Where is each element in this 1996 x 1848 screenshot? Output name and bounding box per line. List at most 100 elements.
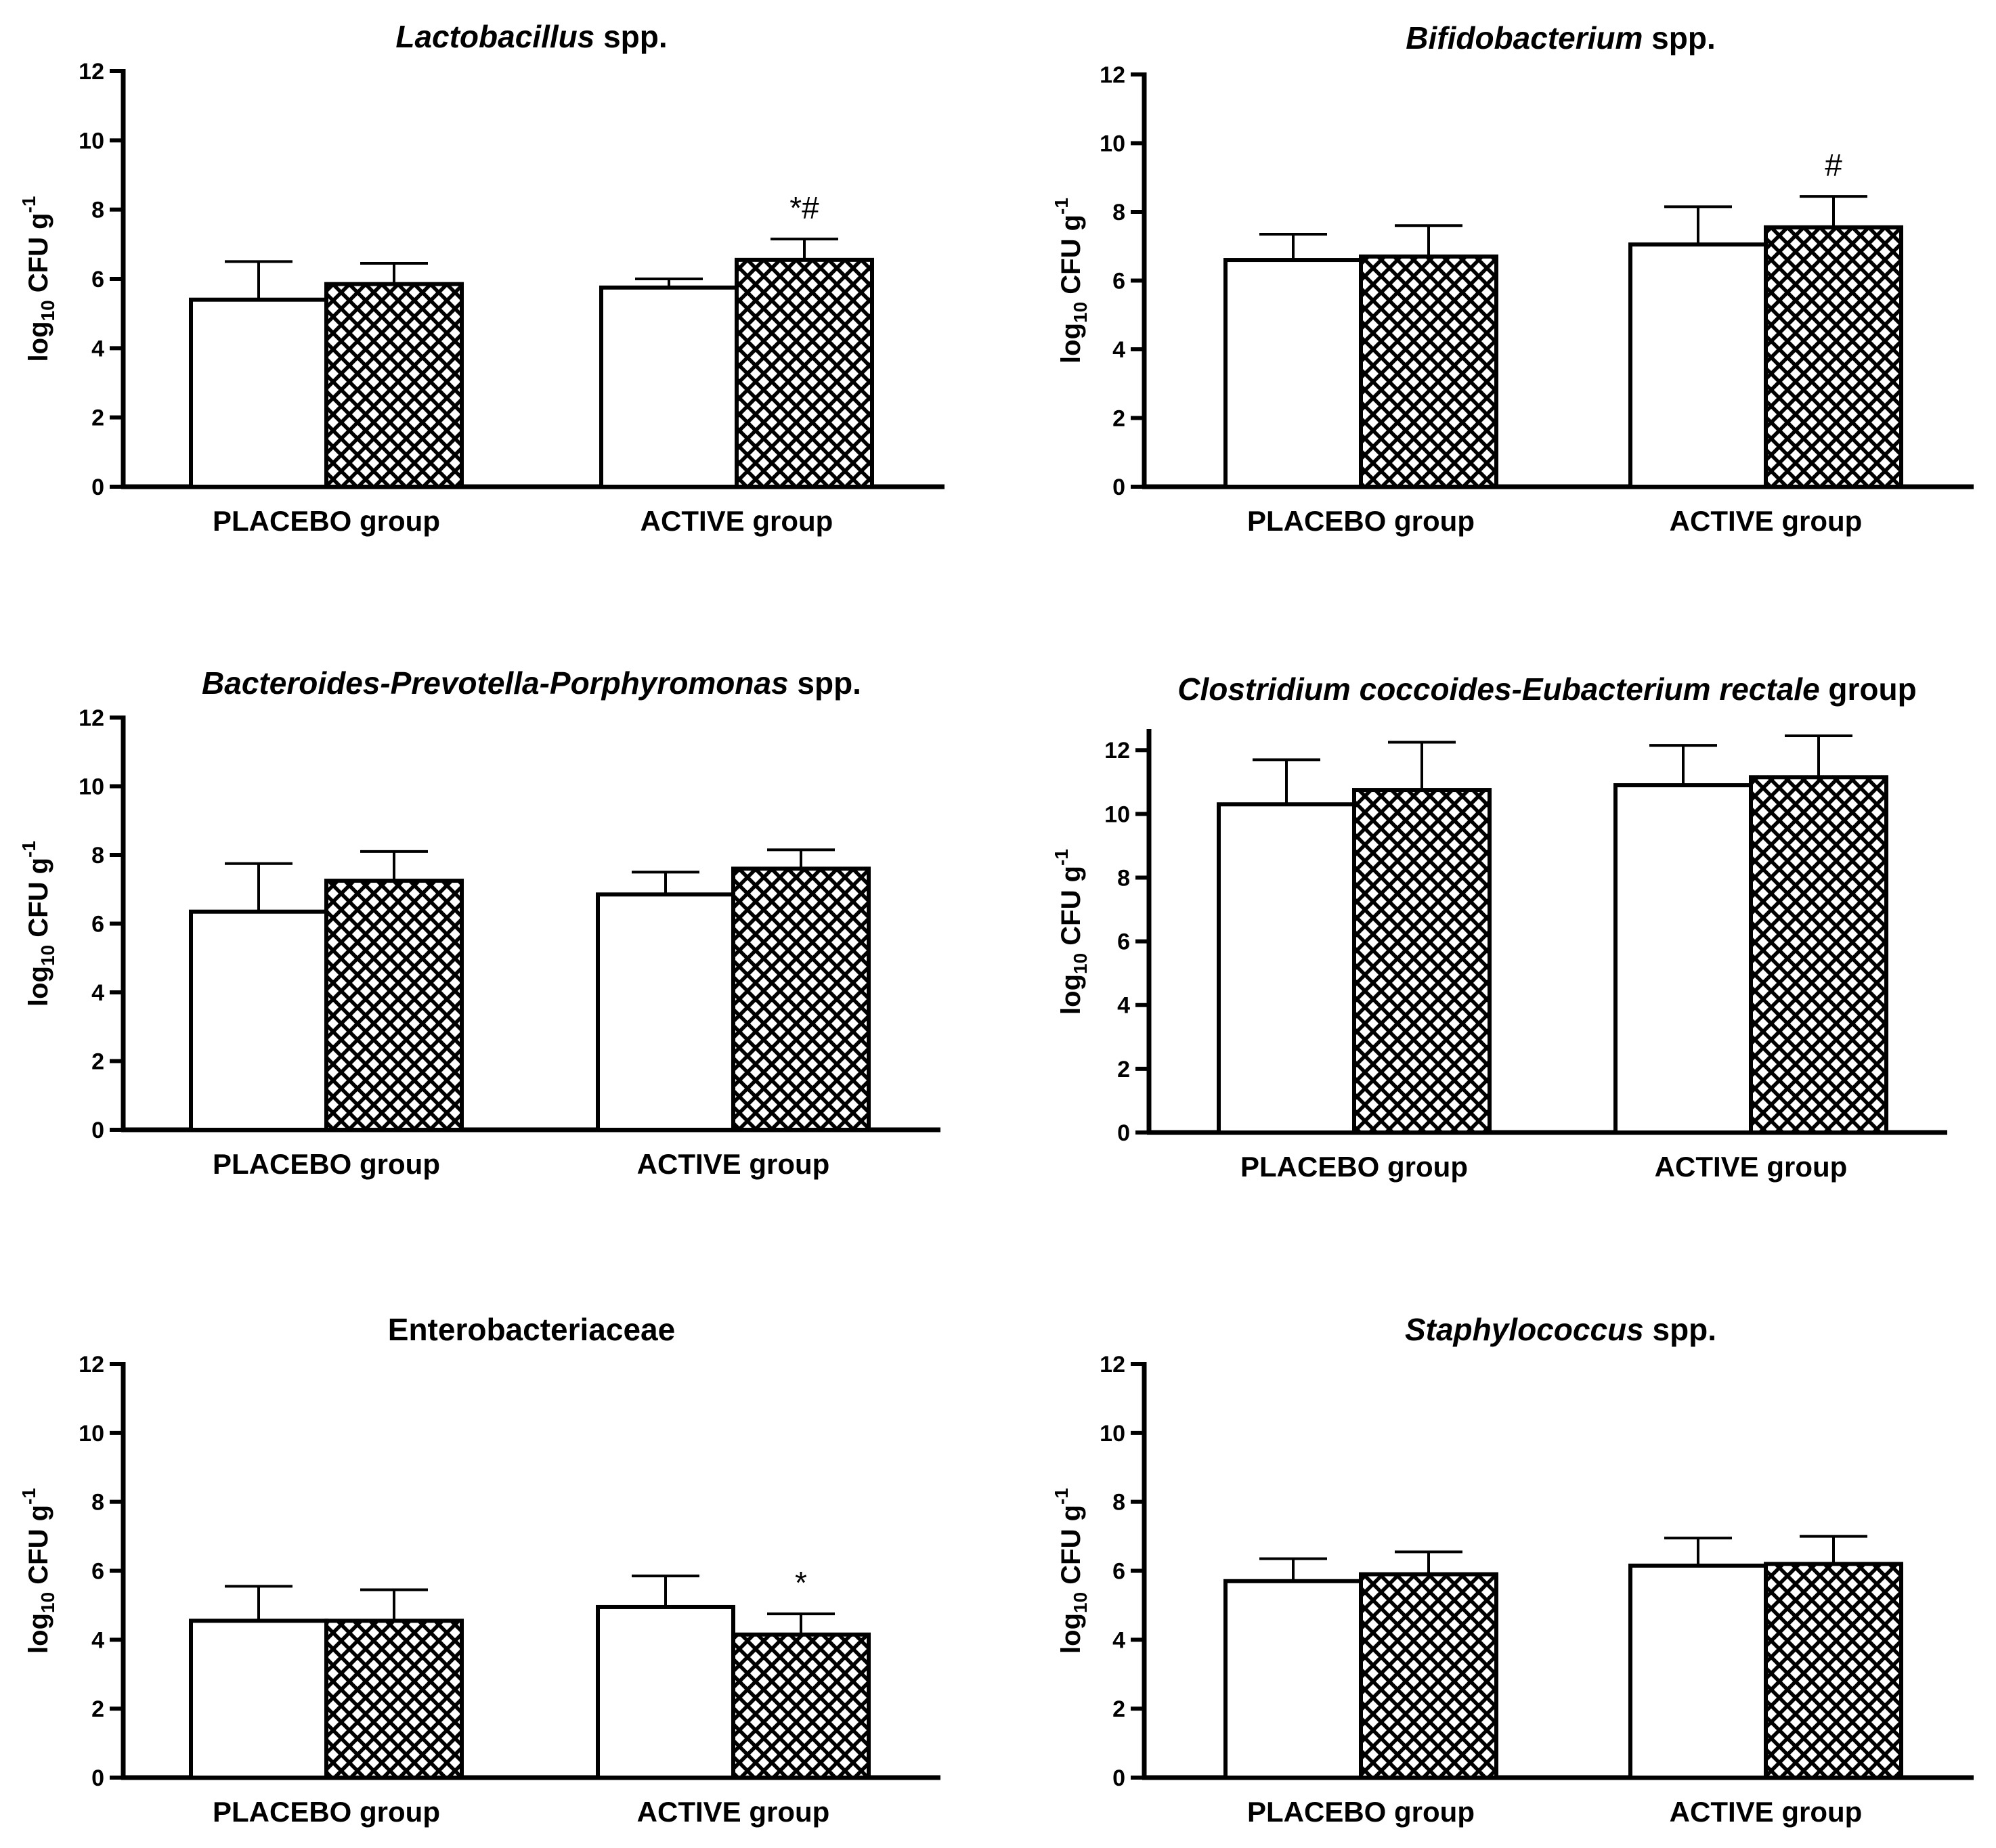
y-tick-label: 8 [1112,200,1125,225]
chart-panel-2: Bifidobacterium spp. log10 CFU g-1 0 2 4 6 8 10… [1051,20,1974,537]
y-tick-label: 8 [1112,1490,1125,1516]
bar-open [189,909,328,1132]
chart-title: Clostridium coccoides-Eubacterium rectal… [1177,672,1916,707]
y-tick-label: 2 [91,405,104,431]
y-axis-label: log10 CFU g-1 [18,841,58,1007]
bar-crosshatch [1359,254,1498,489]
bar-crosshatch [324,879,464,1132]
y-tick-label: 8 [91,843,104,868]
y-axis-label: log10 CFU g-1 [18,1488,58,1654]
y-tick-label: 2 [91,1696,104,1722]
y-tick-label: 10 [1100,131,1125,157]
x-category-label: PLACEBO group [1247,505,1475,537]
significance-marker: # [1825,148,1842,183]
y-tick-label: 2 [1112,1696,1125,1722]
y-tick-label: 4 [1112,1627,1125,1653]
y-tick-label: 12 [1100,1352,1125,1378]
chart-panel-6: Staphylococcus spp. log10 CFU g-1 0 2 4 6 8 10 1… [1051,1312,1974,1828]
chart-panel-5: Enterobacteriaceae log10 CFU g-1 0 2 4 6 8 10 12… [18,1312,940,1828]
bar-crosshatch [1764,1562,1903,1780]
y-tick-label: 2 [1112,406,1125,432]
y-tick-label: 4 [91,336,104,361]
x-category-label: ACTIVE group [1670,1796,1863,1828]
y-tick-label: 6 [1117,929,1130,955]
y-tick-label: 12 [1104,738,1130,764]
y-tick-label: 2 [1117,1057,1130,1082]
chart-panel-4: Clostridium coccoides-Eubacterium rectal… [1051,672,1947,1183]
significance-marker: * [795,1565,807,1600]
chart-title: Bacteroides-Prevotella-Porphyromonas spp… [202,665,861,701]
x-category-label: ACTIVE group [637,1796,830,1828]
y-tick-label: 0 [1112,475,1125,500]
y-tick-label: 6 [91,267,104,292]
bar-crosshatch [731,1632,871,1780]
y-tick-label: 10 [79,128,104,154]
y-axis-label: log10 CFU g-1 [1051,1488,1091,1654]
x-category-label: PLACEBO group [1247,1796,1475,1828]
bar-crosshatch [735,257,874,489]
y-tick-label: 6 [1112,1559,1125,1585]
y-tick-label: 4 [91,1627,104,1653]
y-tick-label: 8 [1117,865,1130,891]
y-tick-label: 12 [79,1352,104,1378]
y-tick-label: 0 [1117,1120,1130,1146]
bar-crosshatch [324,282,464,489]
y-tick-label: 0 [91,1765,104,1791]
chart-panel-1: Lactobacillus spp. log10 CFU g-1 0 2 4 6 8 10 12… [18,19,945,537]
bar-open [1223,1579,1363,1780]
x-category-label: ACTIVE group [1655,1151,1848,1183]
y-tick-label: 8 [91,198,104,223]
x-category-label: PLACEBO group [213,1796,440,1828]
x-category-label: PLACEBO group [213,505,440,537]
y-tick-label: 12 [79,59,104,85]
bar-open [1223,258,1363,489]
chart-panel-3: Bacteroides-Prevotella-Porphyromonas spp… [18,665,940,1180]
y-axis-label: log10 CFU g-1 [1051,849,1091,1015]
y-tick-label: 6 [91,1559,104,1585]
y-tick-label: 4 [1112,337,1125,363]
bar-crosshatch [1352,788,1492,1135]
y-tick-label: 0 [91,1118,104,1143]
bar-crosshatch [1749,775,1888,1135]
y-tick-label: 8 [91,1490,104,1516]
bar-open [599,285,739,489]
bar-open [1217,802,1356,1135]
bar-open [596,1604,735,1780]
y-axis-label: log10 CFU g-1 [1051,198,1091,364]
y-tick-label: 10 [79,774,104,800]
bar-open [189,297,328,489]
y-tick-label: 4 [91,980,104,1006]
bar-open [1613,783,1753,1135]
chart-title: Enterobacteriaceae [388,1312,675,1347]
y-tick-label: 6 [1112,269,1125,294]
bar-open [189,1619,328,1780]
x-category-label: ACTIVE group [1670,505,1863,537]
significance-marker: *# [789,190,819,225]
y-tick-label: 0 [1112,1765,1125,1791]
y-tick-label: 2 [91,1049,104,1075]
bar-open [1628,1563,1768,1780]
bar-crosshatch [324,1619,464,1780]
y-tick-label: 10 [1104,801,1130,827]
y-tick-label: 10 [79,1421,104,1447]
x-category-label: PLACEBO group [213,1148,440,1180]
chart-title: Staphylococcus spp. [1405,1312,1716,1347]
chart-title: Bifidobacterium spp. [1406,20,1716,56]
y-tick-label: 12 [1100,62,1125,88]
bar-crosshatch [731,866,871,1132]
bar-crosshatch [1359,1572,1498,1780]
y-tick-label: 6 [91,912,104,938]
bar-open [596,892,735,1132]
chart-title: Lactobacillus spp. [395,19,667,54]
x-category-label: ACTIVE group [637,1148,830,1180]
y-tick-label: 0 [91,475,104,500]
y-axis-label: log10 CFU g-1 [18,196,58,362]
y-tick-label: 4 [1117,993,1130,1019]
bar-open [1628,242,1768,489]
x-category-label: ACTIVE group [641,505,833,537]
y-tick-label: 12 [79,705,104,731]
x-category-label: PLACEBO group [1240,1151,1468,1183]
y-tick-label: 10 [1100,1421,1125,1447]
bar-crosshatch [1764,225,1903,489]
